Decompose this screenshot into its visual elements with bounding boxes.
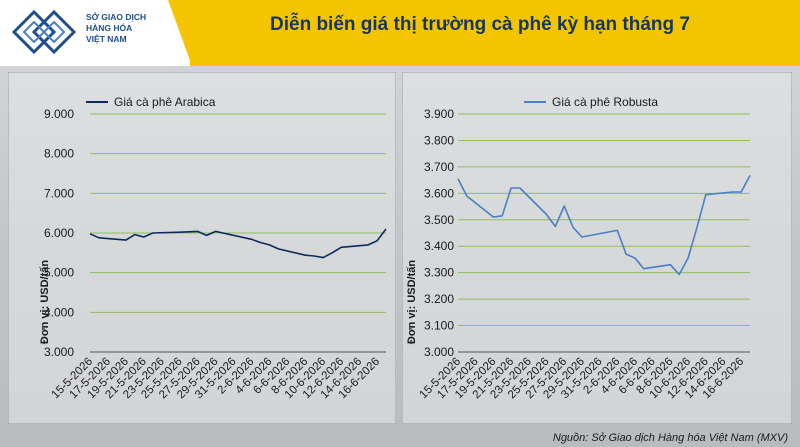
robusta-gridlines (458, 113, 750, 353)
robusta-y-tick-label: 3.500 (424, 213, 454, 227)
robusta-y-tick-label: 3.700 (424, 160, 454, 174)
arabica-y-tick-label: 5.000 (44, 266, 74, 280)
arabica-series (89, 228, 387, 259)
robusta-price-line (457, 175, 751, 276)
arabica-chart: 3.000 4.000 5.000 6.000 7.000 8.000 9.000 15-5… (8, 72, 396, 424)
source-note: Nguồn: Sở Giao dịch Hàng hóa Việt Nam (M… (552, 432, 788, 444)
robusta-chart-frame (402, 72, 792, 424)
robusta-y-tick-labels: 3.000 3.100 3.200 3.300 3.400 3.500 3.600 3.700… (424, 107, 454, 359)
robusta-y-tick-label: 3.100 (424, 319, 454, 333)
robusta-y-tick-label: 3.000 (424, 345, 454, 359)
arabica-gridlines (90, 113, 386, 353)
robusta-y-tick-label: 3.800 (424, 133, 454, 147)
arabica-price-line (89, 228, 387, 259)
arabica-y-tick-label: 9.000 (44, 107, 74, 121)
page-title: Diễn biến giá thị trường cà phê kỳ hạn t… (270, 14, 690, 35)
robusta-y-axis-label: Đơn vị: USD/tấn (406, 260, 418, 344)
logo-text: SỞ GIAO DỊCH HÀNG HÓA VIỆT NAM (86, 12, 170, 45)
arabica-y-tick-label: 3.000 (44, 345, 74, 359)
arabica-chart-frame (8, 72, 396, 424)
arabica-y-tick-label: 7.000 (44, 186, 74, 200)
arabica-y-axis-label: Đơn vị: USD/tấn (39, 260, 51, 344)
robusta-y-tick-label: 3.600 (424, 186, 454, 200)
title-banner-shape (150, 0, 800, 66)
logo-line-3: VIỆT NAM (86, 34, 127, 44)
arabica-legend-label: Giá cà phê Arabica (114, 95, 216, 109)
header: SỞ GIAO DỊCH HÀNG HÓA VIỆT NAM Diễn biến… (0, 0, 800, 66)
arabica-x-tick-labels: 15-5-202617-5-202619-5-202621-5-202623-5… (50, 356, 383, 402)
arabica-y-tick-label: 4.000 (44, 305, 74, 319)
logo-panel (0, 0, 190, 66)
robusta-legend-label: Giá cà phê Robusta (552, 95, 658, 109)
robusta-y-tick-label: 3.200 (424, 292, 454, 306)
robusta-y-tick-label: 3.300 (424, 266, 454, 280)
robusta-chart: 3.000 3.100 3.200 3.300 3.400 3.500 3.600 3.700… (402, 72, 792, 424)
robusta-y-tick-label: 3.400 (424, 239, 454, 253)
robusta-y-tick-label: 3.900 (424, 107, 454, 121)
logo-line-2: HÀNG HÓA (86, 23, 133, 33)
arabica-y-tick-labels: 3.000 4.000 5.000 6.000 7.000 8.000 9.000 (44, 107, 74, 359)
logo-line-1: SỞ GIAO DỊCH (86, 12, 147, 22)
arabica-y-tick-label: 6.000 (44, 226, 74, 240)
title-banner (150, 0, 800, 66)
arabica-y-tick-label: 8.000 (44, 147, 74, 161)
robusta-series (457, 175, 751, 276)
logo-icon (11, 9, 77, 55)
